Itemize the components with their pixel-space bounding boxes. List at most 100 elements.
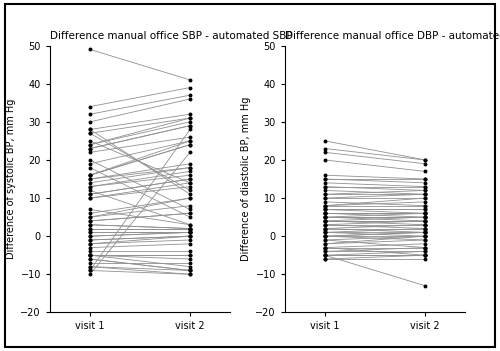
Point [86, 176, 94, 182]
Point [86, 191, 94, 197]
Point [186, 123, 194, 128]
Point [86, 245, 94, 250]
Point [321, 211, 329, 216]
Point [186, 96, 194, 102]
Point [321, 226, 329, 231]
Point [421, 256, 429, 262]
Point [86, 207, 94, 212]
Point [86, 214, 94, 220]
Point [421, 218, 429, 224]
Point [86, 252, 94, 258]
Point [421, 252, 429, 258]
Point [421, 211, 429, 216]
Point [421, 207, 429, 212]
Point [86, 260, 94, 266]
Point [321, 245, 329, 250]
Point [421, 237, 429, 243]
Point [86, 146, 94, 151]
Point [321, 203, 329, 208]
Point [86, 157, 94, 163]
Point [321, 176, 329, 182]
Point [186, 172, 194, 178]
Point [421, 211, 429, 216]
Point [86, 150, 94, 155]
Point [421, 218, 429, 224]
Point [421, 252, 429, 258]
Point [186, 226, 194, 231]
Point [321, 252, 329, 258]
Point [321, 233, 329, 239]
Point [186, 92, 194, 98]
Point [86, 268, 94, 273]
Point [321, 214, 329, 220]
Point [86, 241, 94, 247]
Point [186, 233, 194, 239]
Point [421, 199, 429, 205]
Point [321, 222, 329, 227]
Point [86, 104, 94, 110]
Point [186, 249, 194, 254]
Text: Difference manual office DBP - automated DBP: Difference manual office DBP - automated… [285, 31, 500, 41]
Point [321, 230, 329, 235]
Point [86, 184, 94, 190]
Point [421, 184, 429, 190]
Point [321, 203, 329, 208]
Point [186, 211, 194, 216]
Point [421, 214, 429, 220]
Y-axis label: Difference of systolic BP, mm Hg: Difference of systolic BP, mm Hg [6, 99, 16, 259]
Point [321, 180, 329, 186]
Point [186, 268, 194, 273]
Point [321, 222, 329, 227]
Point [421, 191, 429, 197]
Point [421, 218, 429, 224]
Point [421, 191, 429, 197]
Point [86, 218, 94, 224]
Point [321, 184, 329, 190]
Point [321, 138, 329, 144]
Point [186, 127, 194, 132]
Point [421, 161, 429, 167]
Point [186, 115, 194, 121]
Point [321, 218, 329, 224]
Point [421, 207, 429, 212]
Point [421, 195, 429, 201]
Point [86, 252, 94, 258]
Point [86, 142, 94, 147]
Point [86, 172, 94, 178]
Point [186, 214, 194, 220]
Point [186, 230, 194, 235]
Point [421, 249, 429, 254]
Point [321, 146, 329, 151]
Point [421, 176, 429, 182]
Point [321, 252, 329, 258]
Point [86, 237, 94, 243]
Point [321, 226, 329, 231]
Y-axis label: Difference of diastolic BP, mm Hg: Difference of diastolic BP, mm Hg [242, 97, 252, 261]
Point [86, 146, 94, 151]
Point [186, 230, 194, 235]
Point [321, 195, 329, 201]
Point [421, 211, 429, 216]
Point [321, 191, 329, 197]
Point [421, 222, 429, 227]
Point [421, 226, 429, 231]
Point [421, 222, 429, 227]
Point [86, 131, 94, 136]
Point [186, 222, 194, 227]
Point [421, 245, 429, 250]
Point [186, 195, 194, 201]
Point [321, 211, 329, 216]
Point [421, 184, 429, 190]
Point [321, 214, 329, 220]
Point [86, 237, 94, 243]
Point [421, 237, 429, 243]
Point [186, 180, 194, 186]
Point [186, 271, 194, 277]
Point [421, 188, 429, 193]
Point [186, 161, 194, 167]
Point [321, 195, 329, 201]
Point [321, 214, 329, 220]
Point [186, 85, 194, 90]
Point [86, 180, 94, 186]
Point [86, 127, 94, 132]
